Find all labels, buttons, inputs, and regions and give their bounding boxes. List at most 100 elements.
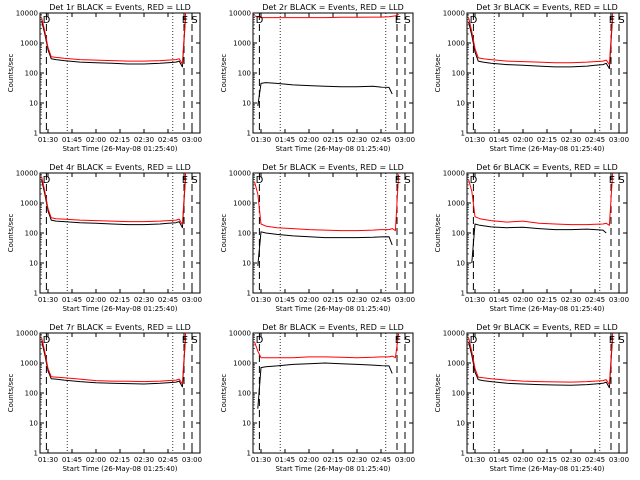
x-tick-label: 02:15 bbox=[110, 456, 130, 464]
y-tick-label: 10 bbox=[456, 100, 465, 108]
y-tick-label: 1 bbox=[247, 450, 251, 458]
y-tick-label: 10000 bbox=[16, 330, 38, 338]
detector-panel: Det 8r BLACK = Events, RED = LLD 1 10 100 10… bbox=[220, 323, 415, 473]
event-marker-label: E bbox=[395, 335, 401, 346]
x-tick-label: 02:45 bbox=[158, 136, 178, 144]
x-tick-label: 02:00 bbox=[299, 456, 319, 464]
panel-title: Det 3r BLACK = Events, RED = LLD bbox=[476, 3, 618, 12]
event-marker-label: D bbox=[256, 175, 264, 186]
series-line-lld bbox=[254, 333, 400, 359]
detector-panel: Det 3r BLACK = Events, RED = LLD 1 10 100 10… bbox=[434, 3, 629, 153]
series-line-events bbox=[41, 15, 187, 68]
y-tick-label: 1000 bbox=[447, 200, 465, 208]
y-tick-label: 100 bbox=[452, 70, 465, 78]
y-tick-label: 1 bbox=[34, 450, 38, 458]
y-tick-label: 100 bbox=[238, 390, 251, 398]
y-tick-label: 1000 bbox=[233, 200, 251, 208]
x-tick-label: 02:45 bbox=[371, 456, 391, 464]
y-axis-label: Counts/sec bbox=[7, 374, 15, 413]
x-axis-label: Start Time (26-May-08 01:25:40) bbox=[489, 145, 604, 153]
event-marker-label: S bbox=[404, 335, 410, 346]
y-tick-label: 100 bbox=[452, 390, 465, 398]
x-tick-label: 02:45 bbox=[585, 296, 605, 304]
plot-frame bbox=[39, 12, 201, 134]
series-line-events bbox=[41, 335, 187, 388]
x-tick-label: 01:45 bbox=[489, 136, 509, 144]
series-line-lld bbox=[254, 13, 399, 19]
plot-frame bbox=[466, 172, 628, 294]
x-tick-label: 02:15 bbox=[537, 296, 557, 304]
y-axis-label: Counts/sec bbox=[7, 214, 15, 253]
y-tick-label: 1000 bbox=[447, 360, 465, 368]
series-line-lld bbox=[41, 12, 187, 65]
y-tick-label: 10000 bbox=[16, 10, 38, 18]
detector-panel: Det 1r BLACK = Events, RED = LLD 1 10 100 10… bbox=[7, 3, 202, 153]
y-axis-label: Counts/sec bbox=[434, 54, 442, 93]
y-tick-label: 100 bbox=[25, 70, 38, 78]
y-tick-label: 10 bbox=[242, 260, 251, 268]
x-tick-label: 02:30 bbox=[134, 296, 154, 304]
y-tick-label: 1 bbox=[461, 290, 465, 298]
x-tick-label: 01:30 bbox=[465, 296, 485, 304]
y-tick-label: 1000 bbox=[20, 40, 38, 48]
x-tick-label: 03:00 bbox=[609, 296, 629, 304]
x-tick-label: 02:45 bbox=[371, 136, 391, 144]
x-tick-label: 02:30 bbox=[347, 456, 367, 464]
detector-panel: Det 9r BLACK = Events, RED = LLD 1 10 100 10… bbox=[434, 323, 629, 473]
y-tick-label: 100 bbox=[25, 230, 38, 238]
y-tick-label: 10000 bbox=[229, 170, 251, 178]
panel-title: Det 1r BLACK = Events, RED = LLD bbox=[49, 3, 191, 12]
y-tick-label: 1000 bbox=[233, 40, 251, 48]
x-tick-label: 02:15 bbox=[110, 136, 130, 144]
event-marker-label: E bbox=[182, 335, 188, 346]
y-tick-label: 10000 bbox=[443, 330, 465, 338]
series-line-events bbox=[257, 231, 393, 266]
x-tick-label: 01:30 bbox=[251, 296, 271, 304]
y-tick-label: 10 bbox=[242, 100, 251, 108]
event-marker-label: E bbox=[182, 175, 188, 186]
event-marker-label: D bbox=[43, 335, 51, 346]
y-tick-label: 10 bbox=[456, 420, 465, 428]
x-tick-label: 02:15 bbox=[323, 456, 343, 464]
detector-panel: Det 4r BLACK = Events, RED = LLD 1 10 100 10… bbox=[7, 163, 202, 313]
panel-title: Det 8r BLACK = Events, RED = LLD bbox=[262, 323, 404, 332]
event-marker-label: S bbox=[618, 335, 624, 346]
y-axis-label: Counts/sec bbox=[7, 54, 15, 93]
plot-frame bbox=[39, 172, 201, 294]
x-axis-label: Start Time (26-May-08 01:25:40) bbox=[62, 465, 177, 473]
y-tick-label: 100 bbox=[25, 390, 38, 398]
y-tick-label: 10000 bbox=[229, 10, 251, 18]
series-line-lld bbox=[468, 13, 614, 66]
x-tick-label: 01:30 bbox=[38, 456, 58, 464]
x-tick-label: 03:00 bbox=[182, 456, 202, 464]
y-axis-label: Counts/sec bbox=[434, 374, 442, 413]
plot-frame bbox=[466, 12, 628, 134]
y-axis-label: Counts/sec bbox=[220, 214, 228, 253]
x-tick-label: 01:30 bbox=[251, 136, 271, 144]
series-line-events bbox=[471, 223, 607, 264]
y-tick-label: 10000 bbox=[16, 170, 38, 178]
series-line-events bbox=[468, 16, 614, 70]
panel-title: Det 4r BLACK = Events, RED = LLD bbox=[49, 163, 191, 172]
x-tick-label: 01:30 bbox=[38, 296, 58, 304]
y-tick-label: 100 bbox=[238, 70, 251, 78]
y-tick-label: 100 bbox=[452, 230, 465, 238]
y-tick-label: 1 bbox=[247, 290, 251, 298]
y-tick-label: 1000 bbox=[233, 360, 251, 368]
series-line-lld bbox=[468, 173, 614, 226]
x-tick-label: 02:45 bbox=[585, 136, 605, 144]
event-marker-label: E bbox=[182, 15, 188, 26]
x-tick-label: 02:15 bbox=[110, 296, 130, 304]
panel-title: Det 9r BLACK = Events, RED = LLD bbox=[476, 323, 618, 332]
event-marker-label: D bbox=[470, 335, 478, 346]
x-tick-label: 01:45 bbox=[489, 456, 509, 464]
event-marker-label: E bbox=[609, 335, 615, 346]
y-tick-label: 10000 bbox=[443, 10, 465, 18]
panel-title: Det 2r BLACK = Events, RED = LLD bbox=[262, 3, 404, 12]
x-tick-label: 02:00 bbox=[86, 456, 106, 464]
y-tick-label: 1000 bbox=[20, 360, 38, 368]
x-tick-label: 02:00 bbox=[513, 456, 533, 464]
x-tick-label: 01:30 bbox=[465, 456, 485, 464]
y-tick-label: 1000 bbox=[447, 40, 465, 48]
x-tick-label: 01:45 bbox=[62, 456, 82, 464]
